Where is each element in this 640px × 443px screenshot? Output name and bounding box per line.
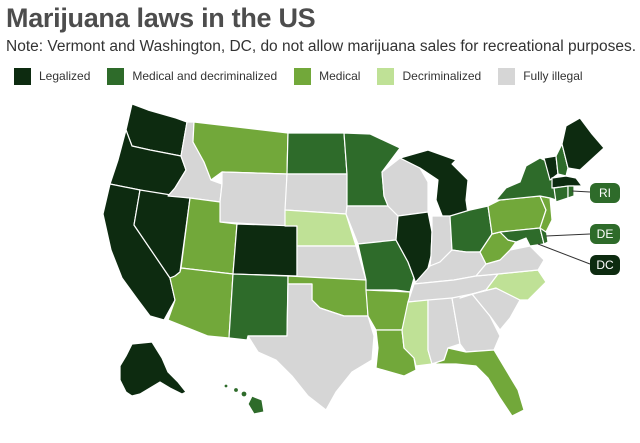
map-title: Marijuana laws in the US	[6, 3, 316, 33]
callout-de: DE	[590, 224, 620, 244]
legend-label: Legalized	[39, 69, 91, 83]
callout-de-label: DE	[596, 227, 614, 241]
state-maine[interactable]	[561, 117, 605, 171]
legend-label: Fully illegal	[523, 69, 583, 83]
legend-swatch-fully-illegal	[498, 67, 516, 85]
legend-label: Decriminalized	[402, 69, 482, 83]
hawaii-island	[240, 390, 248, 398]
legend-item-medical-and-decriminalized: Medical and decriminalized	[107, 67, 278, 85]
state-colorado[interactable]	[232, 223, 298, 277]
state-new-hampshire[interactable]	[555, 143, 569, 177]
state-connecticut[interactable]	[553, 185, 569, 203]
legend-swatch-medical	[294, 67, 312, 85]
state-kansas[interactable]	[296, 245, 367, 281]
hawaii-big-island	[247, 395, 265, 415]
state-arizona[interactable]	[167, 267, 234, 339]
legend-item-decriminalized: Decriminalized	[377, 67, 482, 85]
legend-swatch-legalized	[14, 67, 31, 85]
leader-line-dc	[537, 243, 591, 265]
legend: Legalized Medical and decriminalized Med…	[14, 67, 600, 85]
state-florida[interactable]	[431, 347, 525, 417]
state-north-dakota[interactable]	[286, 132, 348, 175]
callout-ri: RI	[590, 183, 620, 203]
state-wyoming[interactable]	[219, 171, 288, 227]
legend-item-medical: Medical	[294, 67, 361, 85]
legend-item-fully-illegal: Fully illegal	[498, 67, 583, 85]
leader-line-de	[545, 233, 591, 237]
callout-dc-label: DC	[596, 258, 614, 272]
hawaii-island	[223, 383, 229, 389]
callout-ri-label: RI	[599, 186, 611, 200]
state-new-mexico[interactable]	[228, 273, 289, 341]
legend-swatch-medical-and-decriminalized	[107, 67, 125, 85]
state-south-dakota[interactable]	[284, 173, 348, 215]
legend-swatch-decriminalized	[377, 67, 395, 85]
state-massachusetts[interactable]	[551, 175, 583, 189]
callout-dc: DC	[590, 255, 620, 275]
leader-line-ri	[571, 190, 591, 193]
legend-item-legalized: Legalized	[14, 67, 91, 85]
legend-label: Medical and decriminalized	[132, 69, 278, 83]
state-hawaii[interactable]	[223, 383, 265, 415]
hawaii-island	[232, 386, 240, 394]
state-alaska[interactable]	[119, 341, 187, 397]
map-note: Note: Vermont and Washington, DC, do not…	[6, 38, 637, 55]
state-montana[interactable]	[192, 121, 289, 181]
legend-label: Medical	[319, 69, 361, 83]
state-rhode-island[interactable]	[567, 185, 575, 199]
state-michigan[interactable]	[399, 149, 469, 219]
state-texas[interactable]	[247, 283, 375, 411]
